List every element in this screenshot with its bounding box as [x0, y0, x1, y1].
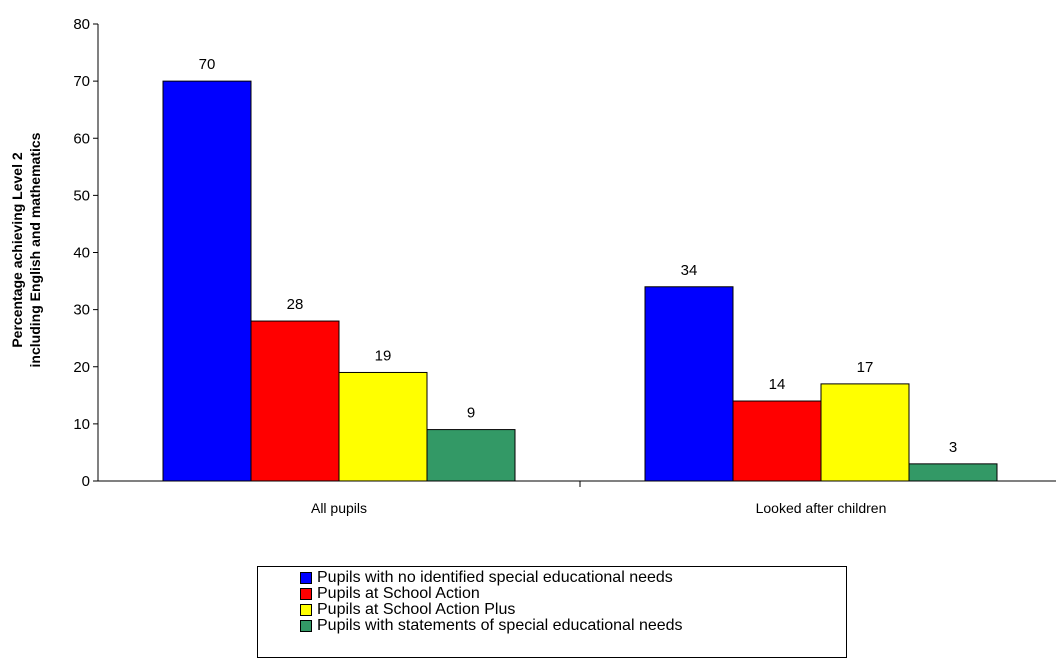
data-label: 3: [949, 439, 957, 456]
y-tick-label: 70: [73, 73, 90, 90]
x-tick-label: Looked after children: [756, 500, 887, 516]
y-tick-label: 50: [73, 187, 90, 204]
bar: [820, 383, 910, 482]
bar: [732, 400, 822, 482]
bar: [162, 80, 252, 482]
legend-label: Pupils at School Action Plus: [317, 601, 516, 618]
bar: [908, 463, 998, 482]
y-axis-title-line-2: including English and mathematics: [27, 132, 43, 367]
data-label: 17: [857, 359, 874, 376]
y-tick-label: 20: [73, 359, 90, 376]
y-tick-label: 0: [82, 473, 90, 490]
y-tick-label: 80: [73, 16, 90, 33]
y-tick-label: 40: [73, 245, 90, 262]
bars: [162, 80, 998, 482]
legend: Pupils with no identified special educat…: [257, 566, 847, 658]
bar-chart: 0 10 20 30 40 50 60 70 80 All pupils Looked after …: [9, 16, 1056, 516]
data-label: 28: [287, 296, 304, 313]
data-label: 19: [375, 347, 392, 364]
bar: [338, 371, 428, 482]
legend-swatch: [300, 572, 312, 584]
x-tick-label: All pupils: [311, 500, 367, 516]
y-tick-label: 60: [73, 130, 90, 147]
legend-swatch: [300, 588, 312, 600]
bar: [250, 320, 340, 482]
legend-item: Pupils at School Action: [300, 586, 846, 602]
y-axis-title: Percentage achieving Level 2 including E…: [9, 132, 43, 367]
data-label: 9: [467, 405, 475, 422]
y-tick-label: 30: [73, 302, 90, 319]
data-labels: 70 28 19 9 34 14 17 3: [199, 56, 958, 456]
legend-label: Pupils at School Action: [317, 585, 480, 602]
legend-item: Pupils with no identified special educat…: [300, 570, 846, 586]
legend-item: Pupils with statements of special educat…: [300, 618, 846, 634]
data-label: 34: [681, 262, 698, 279]
legend-swatch: [300, 620, 312, 632]
legend-item: Pupils at School Action Plus: [300, 602, 846, 618]
y-axis-title-line-1: Percentage achieving Level 2: [9, 152, 25, 348]
y-tick-label: 10: [73, 416, 90, 433]
bar: [426, 429, 516, 482]
data-label: 70: [199, 56, 216, 73]
data-label: 14: [769, 376, 786, 393]
bar: [644, 286, 734, 482]
legend-label: Pupils with statements of special educat…: [317, 617, 683, 634]
legend-swatch: [300, 604, 312, 616]
legend-label: Pupils with no identified special educat…: [317, 569, 673, 586]
